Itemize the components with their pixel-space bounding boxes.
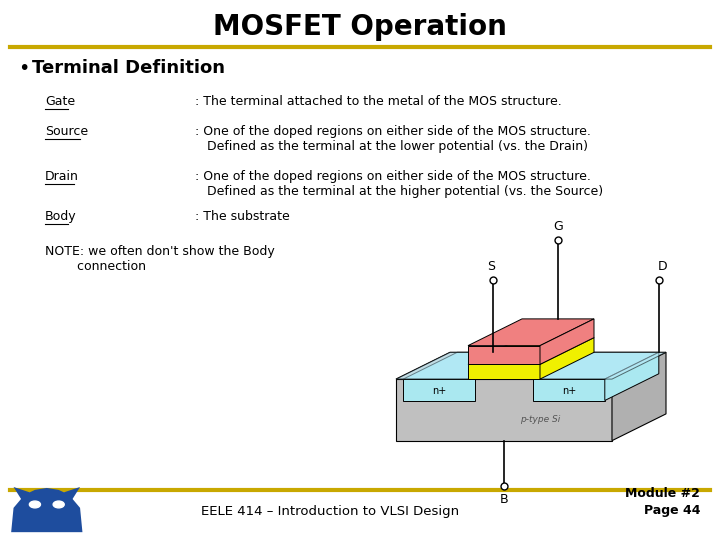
Text: Source: Source — [45, 125, 88, 138]
Polygon shape — [533, 352, 659, 379]
Polygon shape — [605, 352, 659, 401]
Polygon shape — [14, 487, 32, 500]
Polygon shape — [540, 319, 594, 364]
Text: : One of the doped regions on either side of the MOS structure.
   Defined as th: : One of the doped regions on either sid… — [195, 170, 603, 198]
Polygon shape — [468, 364, 540, 379]
Text: Body: Body — [45, 210, 76, 223]
Text: MOSFET Operation: MOSFET Operation — [213, 13, 507, 41]
Text: n+: n+ — [562, 386, 576, 396]
Text: D: D — [657, 260, 667, 273]
Text: B: B — [500, 493, 508, 506]
Text: •: • — [18, 58, 30, 78]
Polygon shape — [396, 352, 666, 379]
Polygon shape — [533, 379, 605, 401]
Text: NOTE: we often don't show the Body
        connection: NOTE: we often don't show the Body conne… — [45, 245, 275, 273]
Text: Gate: Gate — [45, 95, 75, 108]
Text: EELE 414 – Introduction to VLSI Design: EELE 414 – Introduction to VLSI Design — [201, 505, 459, 518]
Polygon shape — [468, 319, 594, 346]
Text: p-type Si: p-type Si — [520, 415, 560, 424]
Polygon shape — [61, 487, 80, 500]
Polygon shape — [403, 352, 529, 379]
Polygon shape — [12, 488, 82, 532]
Text: Oxide: Oxide — [492, 367, 516, 376]
Polygon shape — [468, 338, 594, 364]
Text: Module #2
Page 44: Module #2 Page 44 — [625, 487, 700, 517]
Text: Terminal Definition: Terminal Definition — [32, 59, 225, 77]
Text: : The terminal attached to the metal of the MOS structure.: : The terminal attached to the metal of … — [195, 95, 562, 108]
Polygon shape — [540, 338, 594, 379]
Text: S: S — [487, 260, 495, 273]
Polygon shape — [403, 379, 475, 401]
Text: n+: n+ — [432, 386, 446, 396]
Circle shape — [30, 501, 40, 508]
Text: Metal: Metal — [492, 350, 516, 360]
Text: G: G — [553, 220, 563, 233]
Text: : One of the doped regions on either side of the MOS structure.
   Defined as th: : One of the doped regions on either sid… — [195, 125, 591, 153]
Polygon shape — [396, 379, 612, 441]
Polygon shape — [396, 352, 666, 379]
Polygon shape — [612, 352, 666, 441]
Text: Drain: Drain — [45, 170, 79, 183]
Circle shape — [53, 501, 64, 508]
Text: : The substrate: : The substrate — [195, 210, 289, 223]
Polygon shape — [468, 346, 540, 365]
